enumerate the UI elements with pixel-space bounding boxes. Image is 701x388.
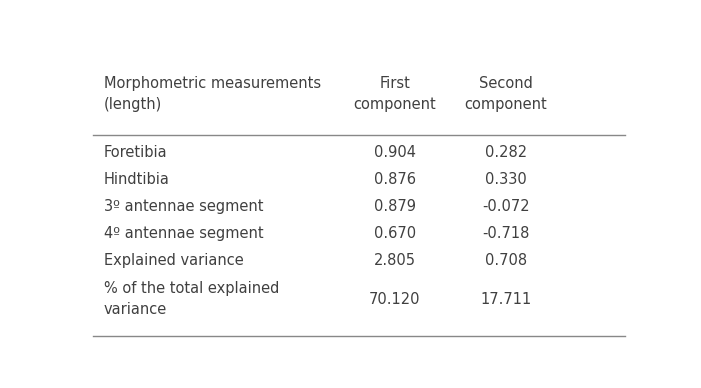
Text: 2.805: 2.805 (374, 253, 416, 268)
Text: 0.879: 0.879 (374, 199, 416, 214)
Text: 17.711: 17.711 (480, 291, 531, 307)
Text: 0.670: 0.670 (374, 226, 416, 241)
Text: 3º antennae segment: 3º antennae segment (104, 199, 264, 214)
Text: 0.330: 0.330 (485, 172, 527, 187)
Text: 0.708: 0.708 (485, 253, 527, 268)
Text: 0.876: 0.876 (374, 172, 416, 187)
Text: -0.072: -0.072 (482, 199, 530, 214)
Text: 0.282: 0.282 (485, 145, 527, 160)
Text: Explained variance: Explained variance (104, 253, 244, 268)
Text: First
component: First component (353, 76, 436, 113)
Text: Second
component: Second component (465, 76, 547, 113)
Text: 4º antennae segment: 4º antennae segment (104, 226, 264, 241)
Text: Foretibia: Foretibia (104, 145, 168, 160)
Text: Morphometric measurements
(length): Morphometric measurements (length) (104, 76, 321, 113)
Text: -0.718: -0.718 (482, 226, 530, 241)
Text: 70.120: 70.120 (369, 291, 421, 307)
Text: Hindtibia: Hindtibia (104, 172, 170, 187)
Text: 0.904: 0.904 (374, 145, 416, 160)
Text: % of the total explained
variance: % of the total explained variance (104, 281, 279, 317)
